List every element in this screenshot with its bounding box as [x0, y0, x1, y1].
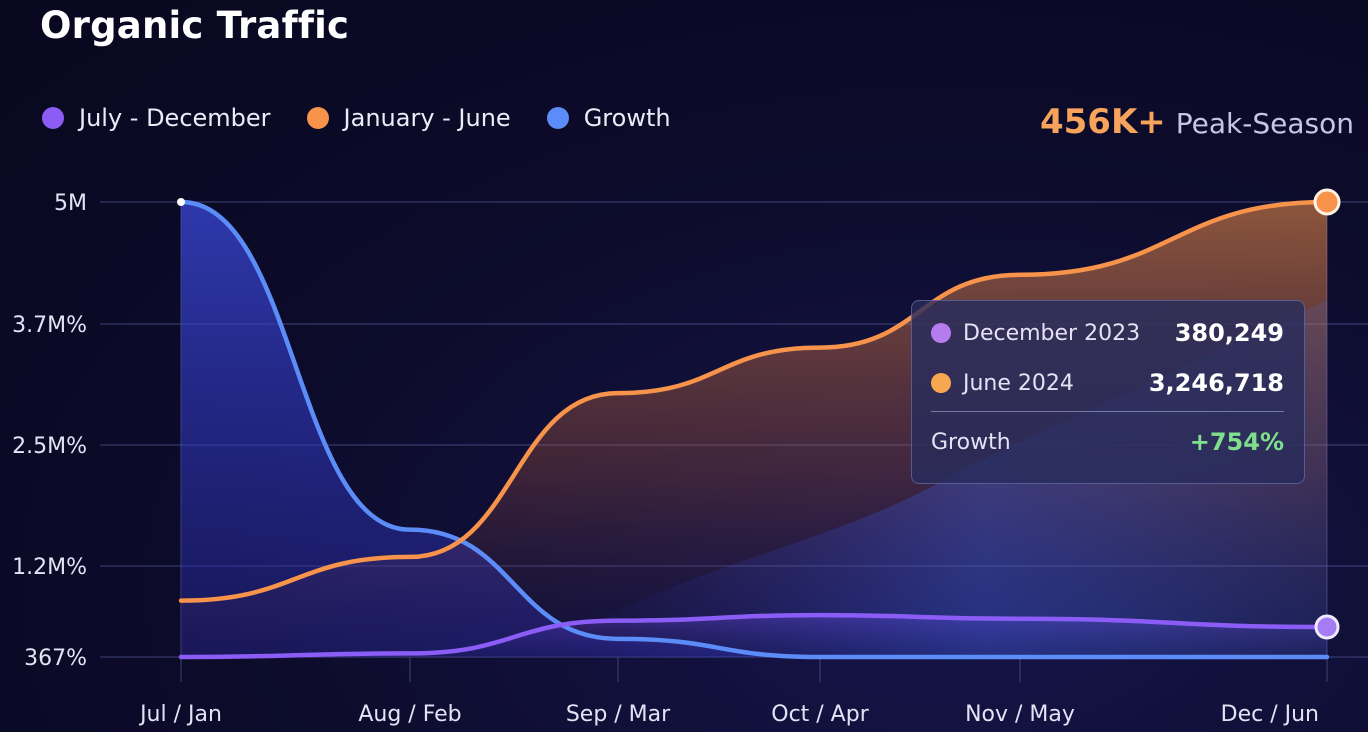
- legend-label: January - June: [343, 104, 511, 132]
- tooltip-dot-icon: [931, 323, 951, 343]
- growth-start-marker: [177, 198, 185, 206]
- line-growth: [178, 199, 1330, 660]
- tooltip-dot-icon: [931, 373, 951, 393]
- tooltip-divider: [931, 411, 1284, 412]
- point-growth-3[interactable]: [814, 651, 826, 663]
- legend-label: Growth: [583, 104, 671, 132]
- legend-item-january-june[interactable]: January - June: [306, 104, 511, 132]
- tooltip-label: June 2024: [963, 370, 1074, 396]
- x-tick-label: Aug / Feb: [358, 702, 461, 727]
- point-july-december-3[interactable]: [814, 609, 826, 621]
- point-july-december-2[interactable]: [612, 615, 624, 627]
- x-tick-label: Oct / Apr: [771, 702, 869, 727]
- tooltip-row-june: June 2024 3,246,718: [931, 367, 1284, 399]
- y-tick-label: 1.2M%: [12, 555, 87, 580]
- tooltip-value: 380,249: [1174, 319, 1284, 347]
- january-june-end-marker[interactable]: [1313, 188, 1341, 216]
- point-january-june-3[interactable]: [814, 342, 826, 354]
- legend-dot-icon: [306, 107, 329, 129]
- peak-season-stat: 456K+ Peak-Season: [1040, 102, 1354, 142]
- point-july-december-0[interactable]: [175, 651, 187, 663]
- x-tick-label: Sep / Mar: [566, 702, 671, 727]
- y-tick-label: 5M: [54, 191, 87, 216]
- y-tick-label: 2.5M%: [12, 434, 87, 459]
- data-tooltip: December 2023 380,249 June 2024 3,246,71…: [911, 300, 1305, 484]
- peak-value: 456K+: [1039, 102, 1166, 142]
- point-growth-1[interactable]: [404, 524, 416, 536]
- legend-item-july-december[interactable]: July - December: [42, 104, 271, 132]
- x-tick-label: Nov / May: [965, 702, 1075, 727]
- tooltip-row-growth: Growth +754%: [931, 426, 1284, 458]
- y-tick-label: 367%: [24, 646, 87, 671]
- legend-dot-icon: [42, 107, 64, 129]
- x-tick-label: Dec / Jun: [1221, 702, 1319, 727]
- point-growth-5[interactable]: [1321, 651, 1333, 663]
- tooltip-growth-label: Growth: [931, 429, 1011, 455]
- peak-label: Peak-Season: [1175, 107, 1354, 140]
- point-january-june-1[interactable]: [404, 551, 416, 563]
- legend-item-growth[interactable]: Growth: [546, 104, 671, 132]
- x-tick-label: Jul / Jan: [138, 702, 222, 727]
- chart-title: Organic Traffic: [40, 4, 350, 47]
- point-january-june-0[interactable]: [175, 595, 187, 607]
- tooltip-label: December 2023: [963, 320, 1141, 346]
- legend-label: July - December: [79, 104, 271, 132]
- y-tick-label: 3.7M%: [12, 313, 87, 338]
- point-january-june-2[interactable]: [612, 387, 624, 399]
- tooltip-row-december: December 2023 380,249: [931, 317, 1284, 349]
- line-july-december: [178, 612, 1330, 660]
- legend-dot-icon: [546, 107, 569, 129]
- point-july-december-4[interactable]: [1014, 613, 1026, 625]
- point-growth-2[interactable]: [612, 633, 624, 645]
- july-december-end-marker[interactable]: [1314, 614, 1340, 640]
- tooltip-value: 3,246,718: [1148, 369, 1284, 397]
- point-growth-4[interactable]: [1014, 651, 1026, 663]
- legend: July - December January - June Growth: [42, 104, 707, 132]
- line-january-june: [178, 199, 1330, 603]
- point-july-december-1[interactable]: [404, 647, 416, 659]
- tooltip-growth-value: +754%: [1189, 428, 1284, 456]
- point-january-june-4[interactable]: [1014, 269, 1026, 281]
